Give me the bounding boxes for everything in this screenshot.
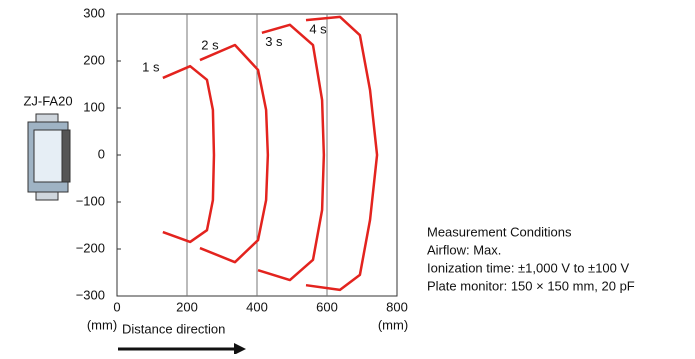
curve (162, 64, 216, 244)
x-tick-label: 400 (246, 299, 268, 314)
y-tick-label: 200 (83, 52, 105, 67)
curve (305, 15, 379, 292)
x-tick-label: 600 (316, 299, 338, 314)
y-unit: (mm) (87, 317, 117, 332)
series-label: 4 s (309, 22, 327, 37)
curve (199, 43, 270, 264)
y-tick-label: 300 (83, 5, 105, 20)
device-icon (27, 113, 71, 201)
x-axis-label: Distance direction (122, 321, 225, 336)
condition-line: Ionization time: ±1,000 V to ±100 V (427, 260, 629, 275)
x-tick-label: 800 (386, 299, 408, 314)
condition-line: Plate monitor: 150 × 150 mm, 20 pF (427, 278, 635, 293)
conditions: Measurement Conditions Airflow: Max. Ioniz… (427, 224, 635, 293)
device-label: ZJ-FA20 (23, 93, 72, 108)
x-tick-label: 0 (113, 299, 120, 314)
condition-line: Airflow: Max. (427, 242, 501, 257)
y-tick-label: 100 (83, 99, 105, 114)
curve (257, 23, 326, 282)
condition-line: Measurement Conditions (427, 224, 572, 239)
y-tick-label: −100 (76, 193, 105, 208)
series-label: 1 s (142, 59, 160, 74)
series-label: 3 s (265, 34, 283, 49)
direction-arrow (118, 343, 246, 355)
x-tick-label: 200 (176, 299, 198, 314)
y-tick-label: 0 (98, 146, 105, 161)
y-tick-label: −300 (76, 287, 105, 302)
y-tick-label: −200 (76, 240, 105, 255)
series-label: 2 s (201, 37, 219, 52)
x-unit: (mm) (378, 317, 408, 332)
